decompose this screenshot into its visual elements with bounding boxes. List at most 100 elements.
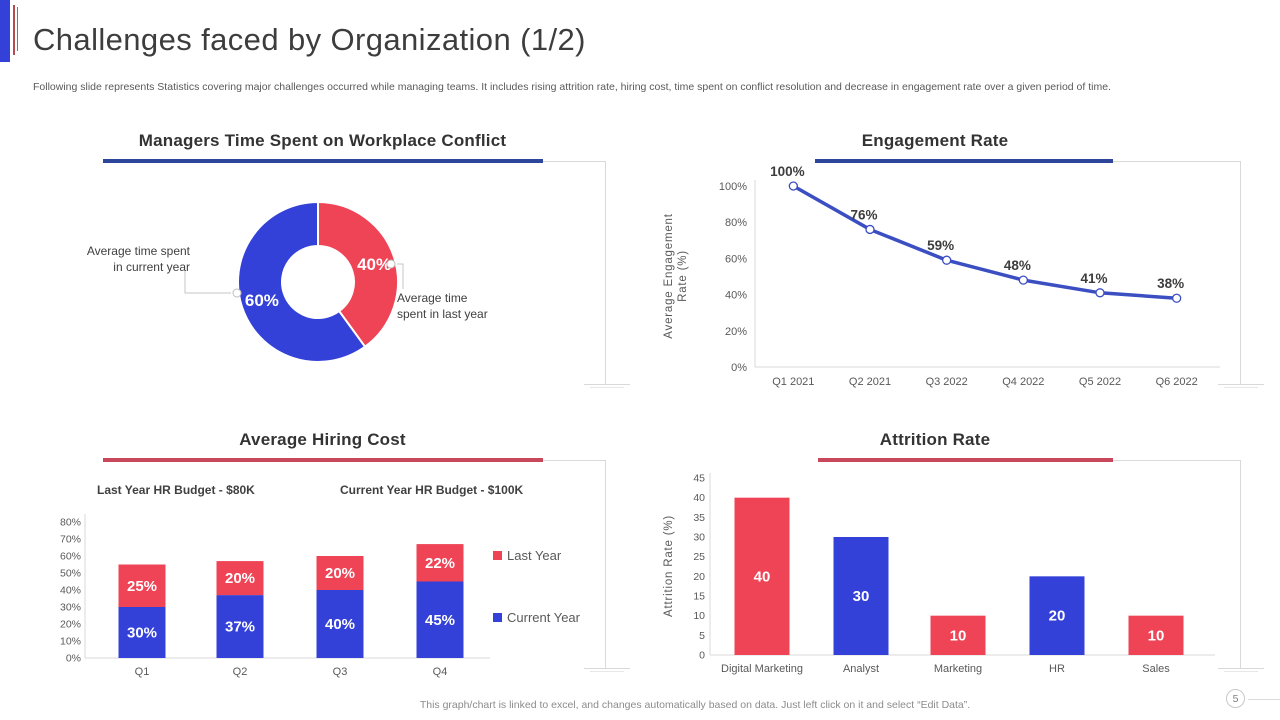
legend-label: Current Year (507, 610, 581, 625)
panel-border-foot (1218, 384, 1264, 385)
data-point-marker (788, 181, 798, 191)
footer-line (1248, 699, 1280, 700)
x-tick-label: Q6 2022 (1156, 376, 1198, 388)
donut-callout-current-year: Average time spent in current year (58, 244, 190, 275)
stacked-bar-segment-red (416, 544, 464, 582)
stacked-bar-segment-red (316, 556, 364, 590)
panel-border-foot (590, 671, 624, 672)
y-tick-label: 30 (693, 532, 705, 544)
callout-line: Average time (397, 291, 468, 305)
engagement-line-chart[interactable]: 0% 20% 40% 60% 80% 100% Q1 2021 Q2 2021 Q3 2022 Q… (655, 164, 1240, 403)
callout-dot (386, 259, 396, 269)
donut-slice-blue (237, 200, 367, 363)
data-point-label: 38% (1157, 276, 1184, 291)
panel-border (1240, 161, 1241, 384)
x-tick-label: Q5 2022 (1079, 376, 1121, 388)
y-tick-label: 20 (693, 571, 705, 583)
donut-chart[interactable]: 40% 60% (60, 170, 605, 395)
data-point-marker (1018, 275, 1028, 285)
y-axis-title: Rate (%) (677, 250, 689, 302)
panel-border-foot (1224, 387, 1258, 388)
attrition-bar-red (734, 497, 790, 655)
attrition-bar-red (930, 615, 986, 655)
stacked-bar-segment-blue (216, 595, 264, 658)
data-point-label: 100% (770, 164, 805, 179)
hiring-chart-title: Average Hiring Cost (239, 430, 406, 449)
bar-value-label: 10 (950, 627, 967, 644)
accent-line-red (13, 5, 15, 55)
x-tick-label: Marketing (934, 663, 982, 675)
title-underline-red (103, 458, 543, 462)
y-tick-label: 60% (60, 551, 81, 563)
y-tick-label: 25 (693, 551, 705, 563)
data-point-marker (865, 224, 875, 235)
legend-swatch-red (493, 551, 502, 560)
data-point-marker (942, 255, 952, 265)
last-year-budget-label: Last Year HR Budget - $80K (97, 483, 255, 497)
donut-slice-label: 40% (357, 255, 391, 274)
y-tick-label: 40% (725, 290, 747, 302)
y-tick-label: 100% (719, 181, 747, 193)
attrition-bar-blue (1029, 576, 1085, 655)
panel-border-foot (590, 387, 624, 388)
y-tick-label: 0 (699, 650, 705, 662)
y-tick-label: 20% (60, 619, 81, 631)
bar-value-label: 30 (853, 588, 870, 605)
y-tick-label: 80% (60, 517, 81, 529)
attrition-bar-chart[interactable]: 0 5 10 15 20 25 30 35 40 45 Digital Marketing Analy… (655, 468, 1240, 703)
x-tick-label: Q1 2021 (772, 376, 814, 388)
panel-border-foot (584, 384, 630, 385)
panel-border (1113, 161, 1240, 162)
accent-bar-blue (0, 0, 10, 62)
y-tick-label: 40 (693, 492, 705, 504)
callout-line: Average time spent (86, 244, 190, 258)
bar-value-label: 20 (1049, 608, 1066, 625)
data-point-label: 59% (927, 238, 954, 253)
stacked-bar-segment-blue (118, 607, 166, 658)
attrition-bar-red (1128, 615, 1184, 655)
hiring-cost-chart[interactable]: 0% 10% 20% 30% 40% 50% 60% 70% 80% Q1 Q2 Q3 Q4 30% 25%… (60, 500, 605, 690)
legend-swatch-blue (493, 613, 502, 622)
accent-line-red-thin (17, 7, 18, 51)
y-tick-label: 20% (725, 326, 747, 338)
panel-border-foot (1218, 668, 1264, 669)
y-tick-label: 60% (725, 253, 747, 265)
bar-value-label: 40 (754, 568, 771, 585)
x-tick-label: Q3 (333, 666, 348, 678)
y-axis-title: Average Engagement (663, 213, 675, 338)
engagement-chart-title: Engagement Rate (861, 131, 1009, 150)
x-tick-label: Q2 (233, 666, 248, 678)
x-tick-label: Digital Marketing (721, 663, 803, 675)
panel-border (1113, 460, 1240, 461)
bar-value-label: 20% (325, 565, 355, 582)
donut-slice-label: 60% (245, 291, 279, 310)
y-tick-label: 70% (60, 534, 81, 546)
panel-border-foot (1224, 671, 1258, 672)
data-point-label: 76% (850, 207, 877, 222)
panel-border (605, 161, 606, 384)
panel-border (543, 460, 606, 461)
bar-value-label: 30% (127, 625, 157, 642)
page-number-badge: 5 (1226, 689, 1245, 708)
panel-border (1240, 460, 1241, 668)
bar-value-label: 22% (425, 555, 455, 572)
current-year-budget-label: Current Year HR Budget - $100K (340, 483, 524, 497)
x-tick-label: HR (1049, 663, 1065, 675)
callout-dot (232, 288, 242, 298)
title-underline-blue (815, 159, 1113, 163)
x-tick-label: Sales (1142, 663, 1170, 675)
page-subtitle: Following slide represents Statistics co… (33, 81, 1111, 93)
stacked-bar-segment-blue (316, 590, 364, 658)
y-tick-label: 0% (731, 362, 747, 374)
panel-border (543, 161, 606, 162)
y-tick-label: 45 (693, 473, 705, 485)
x-tick-label: Q1 (135, 666, 150, 678)
callout-line: spent in last year (397, 306, 488, 321)
y-tick-label: 10 (693, 610, 705, 622)
bar-value-label: 10 (1148, 627, 1165, 644)
data-point-label: 41% (1080, 271, 1107, 286)
y-axis-title: Attrition Rate (%) (663, 515, 675, 617)
y-tick-label: 0% (66, 653, 81, 665)
callout-leader-line (184, 270, 231, 294)
